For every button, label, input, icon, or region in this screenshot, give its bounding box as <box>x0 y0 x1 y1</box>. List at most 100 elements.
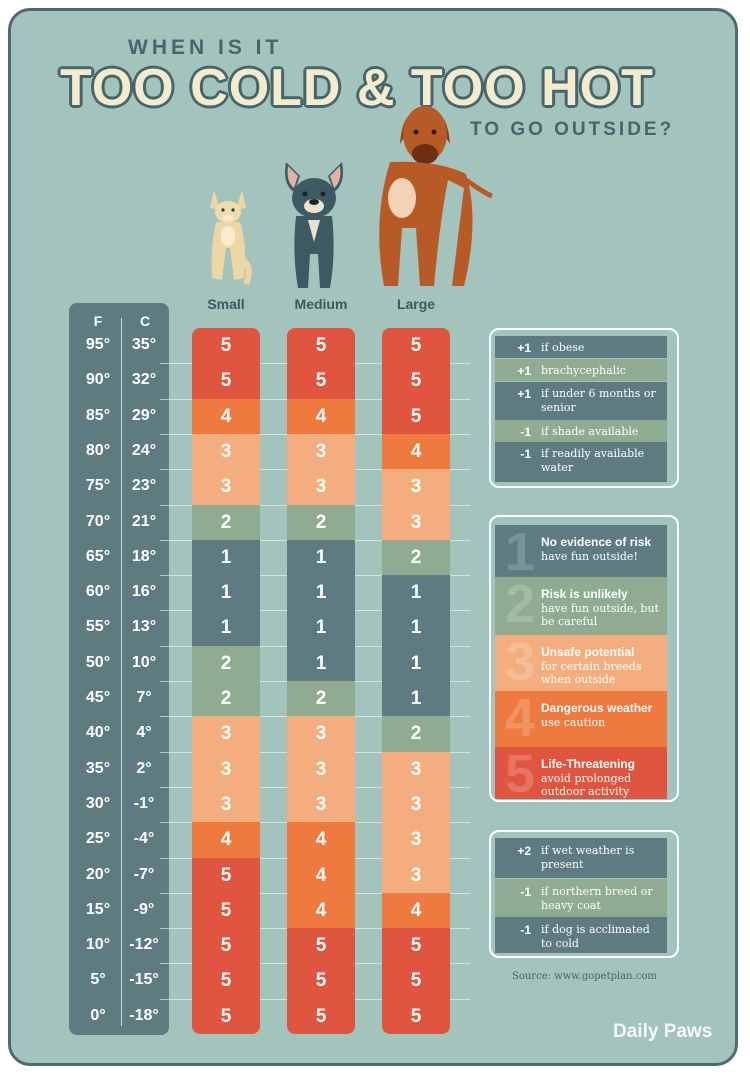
fahrenheit-header: F <box>93 313 103 329</box>
rating-cell-medium: 1 <box>287 645 355 682</box>
rating-cell-large: 3 <box>382 504 450 541</box>
risk-legend-panel <box>489 515 679 802</box>
rating-cell-large: 5 <box>382 963 450 1000</box>
medium-dog-illustration <box>285 162 343 288</box>
modifier-text: if wet weather is present <box>541 844 635 871</box>
fahrenheit-value: 20° <box>85 865 111 883</box>
fahrenheit-value: 90° <box>85 371 111 389</box>
rating-cell-medium: 3 <box>287 716 355 753</box>
rating-cell-medium: 5 <box>287 928 355 964</box>
hot-modifiers-panel <box>489 328 679 488</box>
rating-cell-large: 3 <box>382 751 450 788</box>
large-dog-illustration <box>379 106 493 286</box>
hot-modifier-row: -1 if shade available <box>495 420 667 442</box>
rating-cell-large: 3 <box>382 822 450 858</box>
risk-title: Unsafe potential <box>541 645 635 659</box>
celsius-value: 35° <box>131 336 157 353</box>
size-label-small: Small <box>207 296 245 312</box>
hot-modifier-row: +1 brachycephalic <box>495 359 667 381</box>
risk-title: Dangerous weather <box>541 701 653 715</box>
risk-level-3: 3 Unsafe potential for certain breeds when… <box>495 635 667 691</box>
rating-cell-large: 4 <box>382 892 450 929</box>
rating-cell-large: 5 <box>382 398 450 435</box>
fahrenheit-value: 40° <box>85 724 111 742</box>
rating-cell-medium: 4 <box>287 822 355 858</box>
rating-cell-small: 3 <box>192 433 260 470</box>
fahrenheit-value: 85° <box>85 406 111 424</box>
celsius-value: 16° <box>131 583 157 601</box>
hot-modifier-row: -1 if readily available water <box>495 442 667 482</box>
modifier-value: -1 <box>520 447 531 461</box>
modifier-value: -1 <box>520 425 531 439</box>
modifier-text: if obese <box>541 341 585 354</box>
risk-level-1: 1 No evidence of risk have fun outside! <box>495 525 667 579</box>
small-dog-illustration <box>210 190 252 286</box>
modifier-text: if shade available <box>541 425 639 438</box>
rating-cell-medium: 5 <box>287 998 355 1034</box>
risk-title: Life-Threatening <box>541 757 636 771</box>
celsius-value: 4° <box>136 724 152 742</box>
rating-cell-medium: 4 <box>287 892 355 929</box>
size-label-large: Large <box>396 296 436 312</box>
rating-cell-medium: 5 <box>287 328 355 364</box>
hot-modifier-row: +1 if obese <box>495 336 667 358</box>
cold-modifier-row: -1 if dog is acclimated to cold <box>495 917 667 953</box>
celsius-value: 2° <box>136 759 152 777</box>
fahrenheit-value: 80° <box>85 441 111 459</box>
celsius-value: 32° <box>131 371 157 389</box>
rating-cell-medium: 5 <box>287 963 355 1000</box>
risk-level-4: 4 Dangerous weather use caution <box>495 691 667 747</box>
risk-level-5: 5 Life-Threatening avoid prolonged outdoor… <box>495 747 667 801</box>
celsius-value: -12° <box>129 936 159 954</box>
rating-cell-medium: 1 <box>287 575 355 611</box>
fahrenheit-value: 15° <box>85 900 111 918</box>
rating-cell-small: 5 <box>192 363 260 400</box>
brand-logo: Daily Paws <box>613 1021 713 1042</box>
rating-cell-large: 1 <box>382 645 450 682</box>
rating-cell-large: 1 <box>382 575 450 611</box>
rating-cell-small: 1 <box>192 539 260 576</box>
rating-cell-small: 1 <box>192 610 260 647</box>
fahrenheit-value: 45° <box>85 689 111 706</box>
rating-cell-large: 5 <box>382 998 450 1034</box>
rating-cell-small: 5 <box>192 857 260 894</box>
rating-cell-small: 5 <box>192 963 260 1000</box>
risk-description: use caution <box>541 716 606 729</box>
fahrenheit-value: 95° <box>85 336 111 353</box>
rating-cell-large: 3 <box>382 786 450 823</box>
rating-cell-medium: 3 <box>287 469 355 505</box>
rating-cell-large: 3 <box>382 469 450 505</box>
rating-cell-medium: 2 <box>287 681 355 717</box>
rating-cell-small: 2 <box>192 681 260 717</box>
modifier-text: brachycephalic <box>541 364 626 377</box>
rating-cell-large: 5 <box>382 928 450 964</box>
rating-cell-small: 5 <box>192 998 260 1034</box>
rating-cell-large: 4 <box>382 433 450 470</box>
fahrenheit-value: 25° <box>85 830 111 848</box>
celsius-value: -15° <box>129 971 159 989</box>
rating-cell-small: 3 <box>192 716 260 753</box>
rating-cell-small: 5 <box>192 892 260 929</box>
fahrenheit-value: 35° <box>85 759 111 777</box>
title-line-1: WHEN IS IT <box>128 36 283 59</box>
celsius-value: -1° <box>133 794 155 812</box>
rating-cell-small: 2 <box>192 504 260 541</box>
celsius-value: 18° <box>131 547 157 565</box>
fahrenheit-value: 30° <box>85 794 111 812</box>
celsius-header: C <box>139 313 151 329</box>
temperature-divider <box>121 318 122 1026</box>
celsius-value: 13° <box>131 618 157 636</box>
rating-cell-small: 2 <box>192 645 260 682</box>
rating-cell-small: 3 <box>192 786 260 823</box>
cold-modifier-row: +2 if wet weather is present <box>495 838 667 878</box>
celsius-value: -18° <box>129 1006 159 1024</box>
fahrenheit-value: 70° <box>85 512 111 530</box>
rating-cell-large: 2 <box>382 716 450 753</box>
modifier-text: if dog is acclimated to cold <box>541 923 650 950</box>
cold-modifier-row: -1 if northern breed or heavy coat <box>495 879 667 917</box>
risk-number: 4 <box>505 688 536 748</box>
title-line-3: TO GO OUTSIDE? <box>470 119 675 140</box>
